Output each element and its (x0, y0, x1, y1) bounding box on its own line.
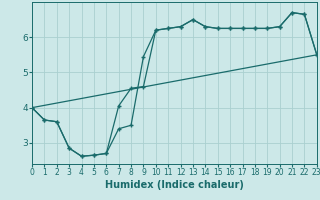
X-axis label: Humidex (Indice chaleur): Humidex (Indice chaleur) (105, 180, 244, 190)
